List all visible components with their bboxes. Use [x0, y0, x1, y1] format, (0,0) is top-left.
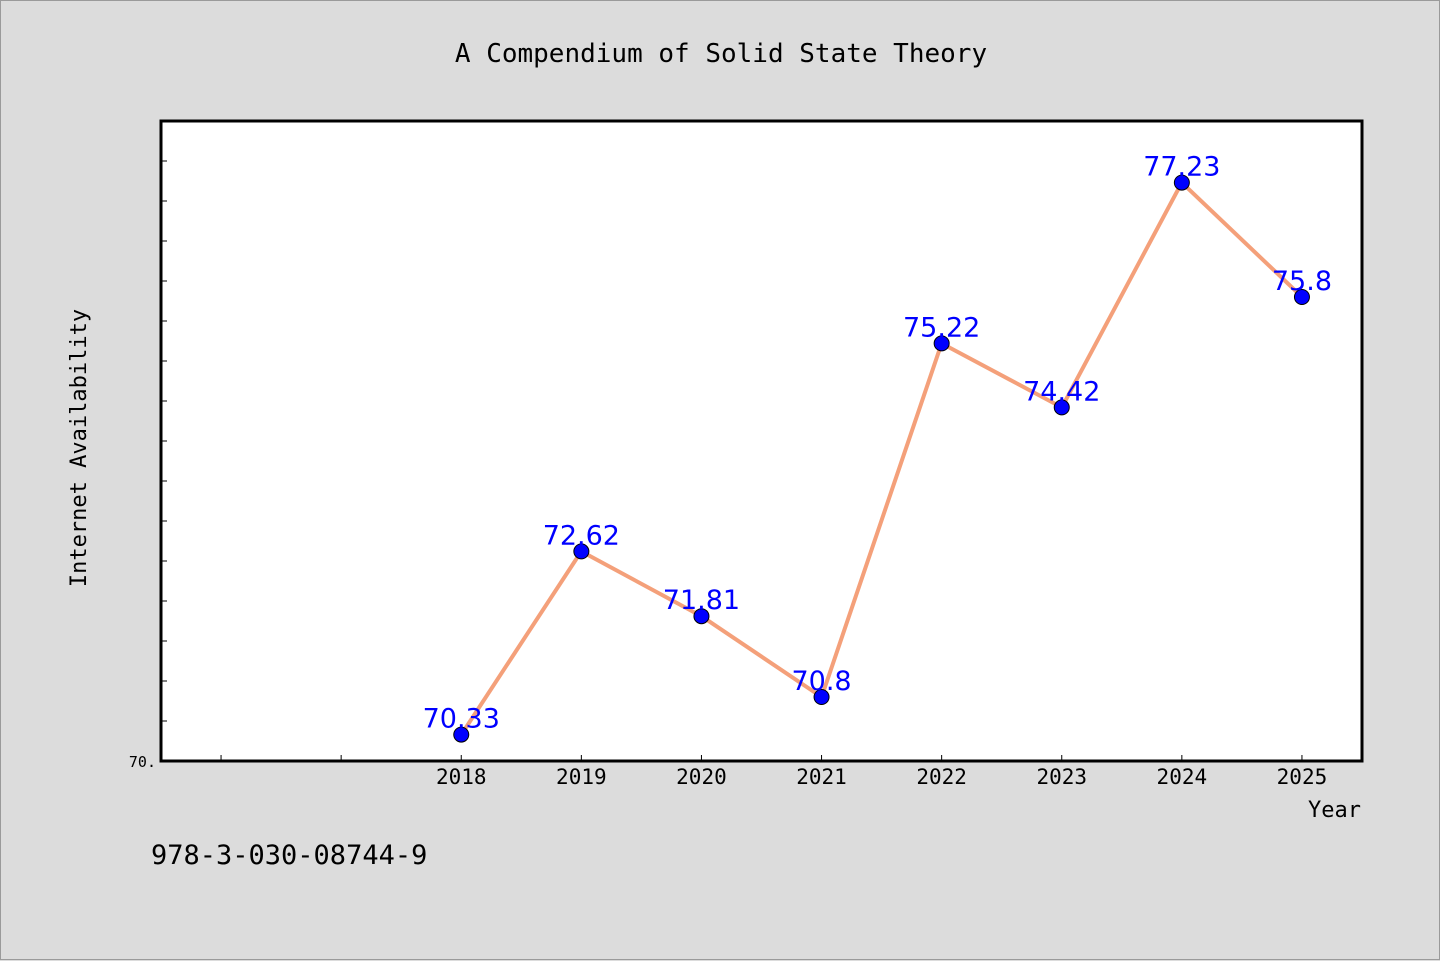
data-point-2022 [933, 335, 950, 352]
x-tick-label-2023: 2023 [1036, 765, 1087, 789]
series-line [459, 180, 1304, 737]
data-point-2019 [573, 543, 590, 560]
series-markers [453, 174, 1310, 743]
x-axis-ticks [220, 755, 1303, 761]
series-polyline [459, 180, 1304, 737]
data-label-2023: 74.42 [1023, 376, 1100, 407]
data-label-2021: 70.8 [791, 666, 851, 697]
x-tick-label-2020: 2020 [676, 765, 727, 789]
x-axis-label: Year [1308, 798, 1361, 823]
data-label-2024: 77.23 [1143, 152, 1220, 183]
x-tick-label-2019: 2019 [556, 765, 607, 789]
data-label-2018: 70.33 [423, 704, 500, 735]
x-tick-label-2022: 2022 [916, 765, 967, 789]
data-point-2025 [1293, 289, 1310, 305]
data-point-2024 [1173, 174, 1190, 191]
footer-isbn: 978-3-030-08744-9 [151, 840, 427, 871]
data-point-2023 [1053, 399, 1070, 416]
y-axis-ticks [161, 160, 167, 722]
data-point-2021 [813, 689, 830, 705]
x-tick-label-2021: 2021 [796, 765, 847, 789]
y-axis-min-label: 70. [129, 753, 156, 771]
data-point-2018 [453, 726, 470, 743]
plot-area [159, 119, 1364, 763]
data-label-2022: 75.22 [903, 312, 980, 343]
series-data-labels: 70.33 72.62 71.81 70.8 75.22 74.42 77.23 75.8 [423, 152, 1332, 735]
x-tick-label-2024: 2024 [1157, 765, 1208, 789]
x-tick-label-2018: 2018 [436, 765, 487, 789]
chart-title: A Compendium of Solid State Theory [455, 39, 987, 69]
data-label-2020: 71.81 [663, 585, 740, 616]
data-point-2020 [693, 608, 710, 625]
y-axis-label: Internet Availability [67, 309, 92, 587]
data-label-2025: 75.8 [1272, 266, 1332, 297]
data-label-2019: 72.62 [543, 520, 620, 551]
x-tick-label-2025: 2025 [1277, 765, 1328, 789]
x-axis-tick-labels: 2018 2019 2020 2021 2022 2023 2024 2025 [436, 765, 1327, 789]
